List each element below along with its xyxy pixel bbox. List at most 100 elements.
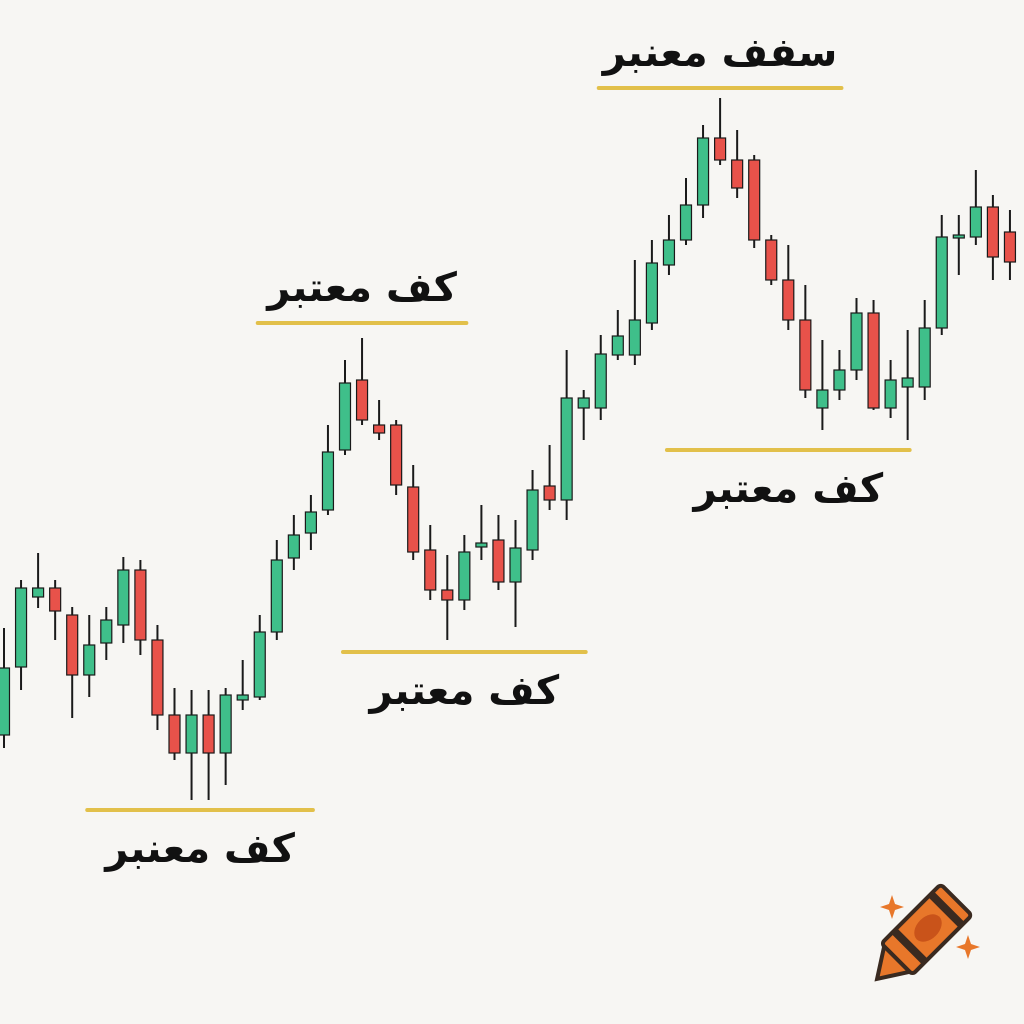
candle-38 bbox=[628, 260, 641, 365]
candle-40 bbox=[662, 215, 676, 275]
candle-body-bullish bbox=[253, 631, 266, 698]
candle-body-bullish bbox=[816, 389, 829, 409]
candle-8 bbox=[117, 557, 130, 643]
candle-body-bullish bbox=[901, 377, 914, 388]
candle-body-bullish bbox=[918, 327, 931, 388]
candle-49 bbox=[816, 340, 829, 430]
candle-37 bbox=[611, 310, 624, 360]
candle-15 bbox=[236, 660, 249, 710]
candle-59 bbox=[986, 195, 1000, 280]
candle-body-bullish bbox=[338, 382, 352, 451]
level-2: كف معتبر bbox=[255, 265, 469, 325]
candle-18 bbox=[287, 515, 300, 570]
candle-body-bullish bbox=[304, 511, 317, 534]
candle-body-bullish bbox=[969, 206, 982, 238]
candle-body-bearish bbox=[731, 159, 744, 189]
level-5: كف معتبر bbox=[664, 448, 912, 512]
candle-body-bullish bbox=[185, 714, 198, 754]
candle-body-bullish bbox=[594, 353, 607, 409]
candle-48 bbox=[799, 285, 812, 398]
candle-60 bbox=[1003, 210, 1017, 280]
level-1: كف معنبر bbox=[85, 808, 315, 872]
candle-body-bullish bbox=[611, 335, 624, 356]
candle-body-bearish bbox=[1003, 231, 1017, 263]
candle-44 bbox=[731, 130, 744, 198]
candle-14 bbox=[219, 688, 232, 785]
candle-43 bbox=[713, 98, 727, 165]
candle-body-bearish bbox=[134, 569, 147, 641]
candle-body-bearish bbox=[765, 239, 778, 281]
candle-body-bullish bbox=[952, 234, 965, 239]
candle-47 bbox=[782, 245, 795, 330]
candle-body-bearish bbox=[713, 137, 727, 161]
level-label: كف معنبر bbox=[103, 826, 295, 872]
candle-body-bullish bbox=[560, 397, 573, 501]
candle-body-bearish bbox=[66, 614, 79, 676]
candle-56 bbox=[935, 215, 948, 335]
candle-27 bbox=[441, 555, 454, 640]
candle-body-bullish bbox=[219, 694, 232, 754]
candle-34 bbox=[560, 350, 573, 520]
candle-body-bullish bbox=[287, 534, 300, 559]
candle-51 bbox=[850, 298, 863, 380]
candle-46 bbox=[765, 235, 778, 285]
candle-body-bearish bbox=[424, 549, 437, 591]
candle-12 bbox=[185, 690, 198, 800]
candle-body-bearish bbox=[748, 159, 761, 241]
candle-body-bullish bbox=[458, 551, 471, 601]
candle-body-bearish bbox=[799, 319, 812, 391]
candle-body-bullish bbox=[833, 369, 846, 391]
candle-29 bbox=[475, 505, 488, 560]
candle-body-bullish bbox=[31, 587, 45, 598]
candle-17 bbox=[270, 540, 283, 640]
candle-body-bullish bbox=[236, 694, 249, 701]
candle-body-bullish bbox=[100, 619, 113, 644]
candle-body-bearish bbox=[441, 589, 454, 601]
candle-25 bbox=[407, 465, 420, 560]
candle-45 bbox=[748, 155, 761, 248]
level-3: كف معتبر bbox=[341, 650, 588, 714]
candle-body-bearish bbox=[390, 424, 403, 486]
candle-body-bullish bbox=[628, 319, 641, 356]
candle-39 bbox=[645, 240, 659, 330]
candle-23 bbox=[373, 400, 386, 440]
candle-4 bbox=[49, 580, 62, 640]
candle-2 bbox=[14, 580, 28, 690]
candle-body-bullish bbox=[475, 542, 488, 548]
candle-13 bbox=[202, 690, 215, 800]
candle-body-bullish bbox=[526, 489, 539, 551]
candle-20 bbox=[321, 425, 335, 515]
candle-body-bearish bbox=[168, 714, 181, 754]
candle-41 bbox=[679, 178, 693, 245]
candle-3 bbox=[31, 553, 45, 608]
candle-53 bbox=[884, 360, 897, 418]
candle-36 bbox=[594, 335, 607, 420]
level-label: كف معتبر bbox=[367, 668, 559, 714]
candle-57 bbox=[952, 215, 965, 275]
candle-body-bullish bbox=[14, 587, 28, 668]
candle-31 bbox=[509, 520, 522, 627]
candle-52 bbox=[867, 300, 880, 410]
candle-22 bbox=[355, 338, 369, 425]
candle-body-bullish bbox=[270, 559, 283, 633]
candle-body-bullish bbox=[321, 451, 335, 511]
level-4: سفف معنبر bbox=[596, 30, 844, 90]
candle-body-bearish bbox=[355, 379, 369, 421]
candle-body-bullish bbox=[850, 312, 863, 371]
candle-33 bbox=[543, 445, 556, 510]
level-label: سفف معنبر bbox=[601, 30, 838, 76]
candle-body-bullish bbox=[83, 644, 96, 676]
candle-body-bullish bbox=[696, 137, 710, 206]
candle-11 bbox=[168, 688, 181, 760]
candle-35 bbox=[577, 390, 590, 440]
candle-10 bbox=[151, 625, 164, 730]
candle-body-bearish bbox=[373, 424, 386, 434]
candle-9 bbox=[134, 560, 147, 655]
candle-body-bearish bbox=[543, 485, 556, 501]
candle-50 bbox=[833, 350, 846, 400]
candle-body-bullish bbox=[935, 236, 948, 329]
candle-body-bearish bbox=[407, 486, 420, 553]
candle-body-bullish bbox=[645, 262, 659, 324]
